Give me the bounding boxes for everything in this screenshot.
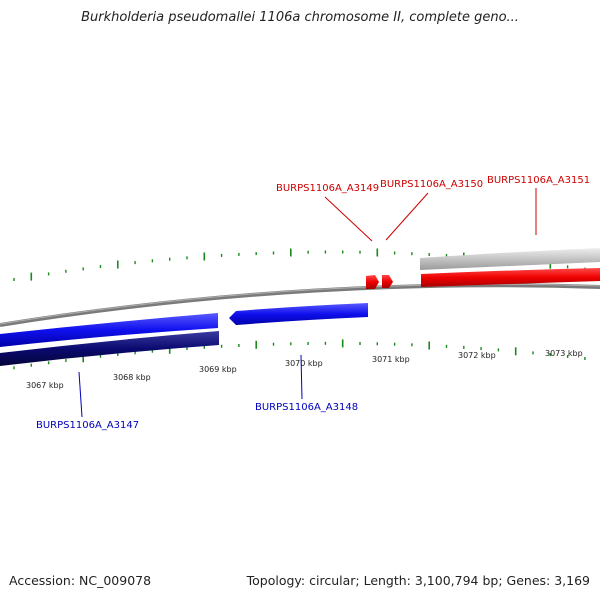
label-connector-lines [78,188,537,418]
scale-label-3073: 3073 kbp [545,349,583,358]
gene-burps1106a-a3147-inner[interactable] [0,331,219,366]
gene-burps1106a-a3147[interactable] [0,313,218,347]
gene-label-a3150[interactable]: BURPS1106A_A3150 [380,179,483,190]
scale-label-3071: 3071 kbp [372,355,410,364]
gene-label-a3149[interactable]: BURPS1106A_A3149 [276,183,379,194]
accession-text: Accession: NC_009078 [9,573,152,588]
gene-burps1106a-a3149[interactable] [366,275,379,289]
gene-grey-forward[interactable] [420,248,600,270]
scale-label-3067: 3067 kbp [26,381,64,390]
genome-backbone [0,283,600,327]
gene-burps1106a-a3150[interactable] [382,275,393,288]
gene-label-a3151[interactable]: BURPS1106A_A3151 [487,175,590,186]
genome-backbone-highlight [0,283,600,325]
gene-label-a3148[interactable]: BURPS1106A_A3148 [255,402,358,413]
genome-summary-text: Topology: circular; Length: 3,100,794 bp… [246,573,590,588]
outer-tick-marks [13,248,586,281]
gene-burps1106a-a3151[interactable] [421,268,600,287]
scale-label-3072: 3072 kbp [458,351,496,360]
scale-label-3069: 3069 kbp [199,365,237,374]
scale-label-3070: 3070 kbp [285,359,323,368]
gene-burps1106a-a3148[interactable] [229,303,368,325]
gene-label-a3147[interactable]: BURPS1106A_A3147 [36,420,139,431]
page-title: Burkholderia pseudomallei 1106a chromoso… [81,10,519,25]
scale-label-3068: 3068 kbp [113,373,151,382]
